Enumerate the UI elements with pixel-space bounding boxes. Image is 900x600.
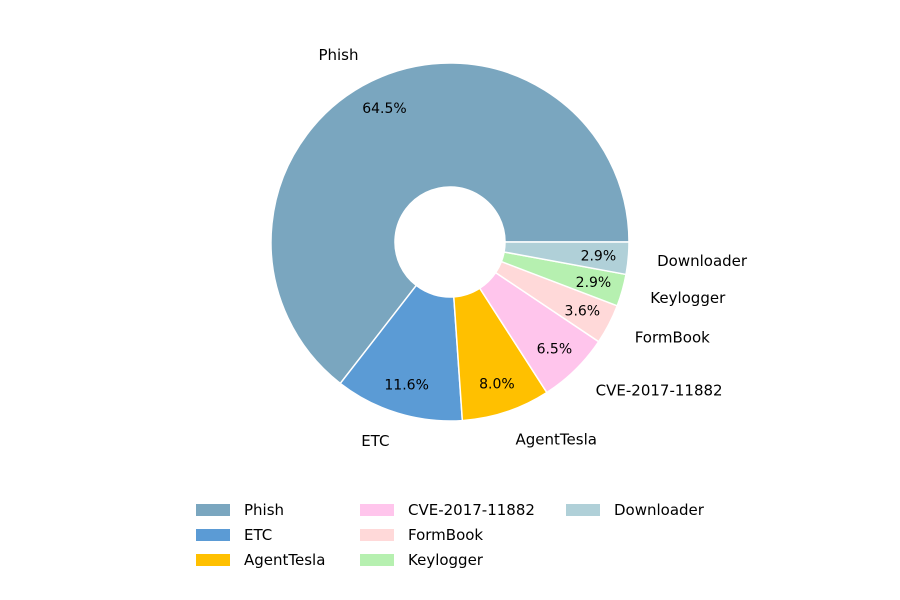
slice-label: FormBook bbox=[635, 329, 710, 347]
legend-label: Keylogger bbox=[408, 551, 483, 569]
legend-label: Phish bbox=[244, 501, 285, 519]
legend-swatch bbox=[360, 529, 394, 541]
legend-item: AgentTesla bbox=[196, 549, 325, 571]
legend-item: Keylogger bbox=[360, 549, 483, 571]
legend-item: FormBook bbox=[360, 524, 483, 546]
slice-percent-label: 6.5% bbox=[537, 341, 573, 357]
legend-label: CVE-2017-11882 bbox=[408, 501, 535, 519]
slice-percent-label: 11.6% bbox=[384, 378, 428, 394]
slice-label: CVE-2017-11882 bbox=[596, 381, 723, 399]
legend-swatch bbox=[196, 504, 230, 516]
slice-percent-label: 64.5% bbox=[362, 101, 406, 117]
slice-label: Keylogger bbox=[650, 289, 726, 307]
legend-label: FormBook bbox=[408, 526, 484, 544]
slice-percent-label: 3.6% bbox=[565, 303, 601, 319]
slice-label: ETC bbox=[361, 432, 389, 450]
legend-swatch bbox=[360, 554, 394, 566]
slice-phish bbox=[270, 62, 630, 385]
legend-swatch bbox=[566, 504, 600, 516]
legend-swatch bbox=[196, 529, 230, 541]
slice-percent-label: 2.9% bbox=[581, 249, 617, 265]
legend-item: ETC bbox=[196, 524, 272, 546]
slice-downloader bbox=[503, 241, 630, 276]
slice-label: Phish bbox=[318, 46, 358, 64]
legend-label: AgentTesla bbox=[244, 551, 326, 569]
slice-percent-label: 2.9% bbox=[576, 275, 612, 291]
legend-swatch bbox=[360, 504, 394, 516]
legend-swatch bbox=[196, 554, 230, 566]
legend-label: ETC bbox=[244, 526, 273, 544]
legend-item: Downloader bbox=[566, 499, 704, 521]
slice-label: AgentTesla bbox=[516, 430, 597, 448]
slice-etc bbox=[339, 284, 464, 422]
slice-percent-label: 8.0% bbox=[479, 376, 515, 392]
chart-legend: Phish ETC AgentTesla CVE-2017-11882 FormBook… bbox=[196, 499, 756, 579]
legend-item: Phish bbox=[196, 499, 284, 521]
slice-label: Downloader bbox=[657, 252, 748, 270]
legend-label: Downloader bbox=[614, 501, 704, 519]
legend-item: CVE-2017-11882 bbox=[360, 499, 535, 521]
